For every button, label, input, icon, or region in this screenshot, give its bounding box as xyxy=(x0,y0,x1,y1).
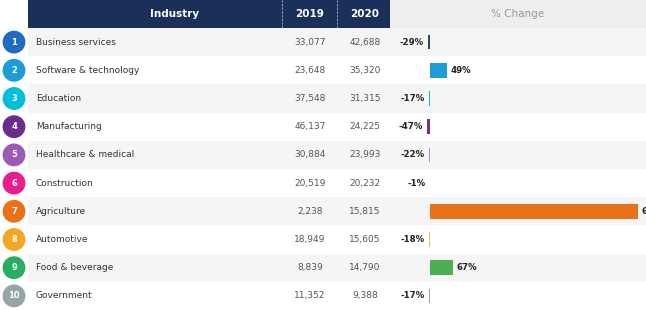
Text: 3: 3 xyxy=(11,94,17,103)
Circle shape xyxy=(3,229,25,250)
FancyBboxPatch shape xyxy=(28,141,390,169)
Text: -18%: -18% xyxy=(401,235,425,244)
Circle shape xyxy=(3,201,25,222)
Text: -1%: -1% xyxy=(408,179,426,188)
Text: 37,548: 37,548 xyxy=(295,94,326,103)
Text: -29%: -29% xyxy=(400,38,424,46)
FancyBboxPatch shape xyxy=(28,282,390,310)
Circle shape xyxy=(3,172,25,194)
Text: 8: 8 xyxy=(11,235,17,244)
Text: -22%: -22% xyxy=(401,150,424,159)
Text: % Change: % Change xyxy=(492,9,545,19)
FancyBboxPatch shape xyxy=(390,0,646,28)
Text: Business services: Business services xyxy=(36,38,116,46)
Text: 20,232: 20,232 xyxy=(349,179,380,188)
Text: -47%: -47% xyxy=(399,122,423,131)
Text: Construction: Construction xyxy=(36,179,94,188)
FancyBboxPatch shape xyxy=(430,260,453,275)
Text: Education: Education xyxy=(36,94,81,103)
FancyBboxPatch shape xyxy=(28,56,390,84)
Circle shape xyxy=(3,31,25,53)
FancyBboxPatch shape xyxy=(390,141,646,169)
Circle shape xyxy=(3,257,25,278)
Text: 24,225: 24,225 xyxy=(349,122,380,131)
Text: Agriculture: Agriculture xyxy=(36,207,86,216)
FancyBboxPatch shape xyxy=(28,0,390,28)
Text: 42,688: 42,688 xyxy=(349,38,380,46)
FancyBboxPatch shape xyxy=(390,225,646,254)
FancyBboxPatch shape xyxy=(28,113,390,141)
Text: 14,790: 14,790 xyxy=(349,263,380,272)
Circle shape xyxy=(3,285,25,307)
FancyBboxPatch shape xyxy=(390,254,646,282)
FancyBboxPatch shape xyxy=(28,197,390,225)
Text: 1: 1 xyxy=(11,38,17,46)
Text: Manufacturing: Manufacturing xyxy=(36,122,102,131)
FancyBboxPatch shape xyxy=(28,254,390,282)
Text: 9: 9 xyxy=(11,263,17,272)
FancyBboxPatch shape xyxy=(429,91,430,106)
Text: 8,839: 8,839 xyxy=(297,263,323,272)
Text: 49%: 49% xyxy=(451,66,472,75)
Text: 9,388: 9,388 xyxy=(352,291,378,300)
FancyBboxPatch shape xyxy=(427,119,430,134)
Text: 15,605: 15,605 xyxy=(349,235,380,244)
Text: 46,137: 46,137 xyxy=(295,122,326,131)
Text: 2: 2 xyxy=(11,66,17,75)
Text: 2019: 2019 xyxy=(296,9,324,19)
FancyBboxPatch shape xyxy=(28,84,390,113)
Circle shape xyxy=(3,144,25,166)
FancyBboxPatch shape xyxy=(28,28,390,56)
Text: 31,315: 31,315 xyxy=(349,94,380,103)
FancyBboxPatch shape xyxy=(429,232,430,247)
Text: Software & technology: Software & technology xyxy=(36,66,140,75)
FancyBboxPatch shape xyxy=(390,282,646,310)
Text: 5: 5 xyxy=(11,150,17,159)
Text: Automotive: Automotive xyxy=(36,235,89,244)
Text: Industry: Industry xyxy=(151,9,200,19)
Circle shape xyxy=(3,60,25,81)
FancyBboxPatch shape xyxy=(390,197,646,225)
Circle shape xyxy=(3,88,25,109)
FancyBboxPatch shape xyxy=(390,84,646,113)
Text: 23,648: 23,648 xyxy=(295,66,326,75)
Text: 15,815: 15,815 xyxy=(349,207,380,216)
Text: 2020: 2020 xyxy=(351,9,379,19)
Text: 33,077: 33,077 xyxy=(294,38,326,46)
Text: 11,352: 11,352 xyxy=(295,291,326,300)
FancyBboxPatch shape xyxy=(428,35,430,49)
FancyBboxPatch shape xyxy=(430,63,447,78)
FancyBboxPatch shape xyxy=(390,169,646,197)
Text: 6: 6 xyxy=(11,179,17,188)
FancyBboxPatch shape xyxy=(390,56,646,84)
Text: -17%: -17% xyxy=(401,94,425,103)
Text: 20,519: 20,519 xyxy=(295,179,326,188)
Text: 35,320: 35,320 xyxy=(349,66,380,75)
Text: 18,949: 18,949 xyxy=(295,235,326,244)
Text: 4: 4 xyxy=(11,122,17,131)
Text: 67%: 67% xyxy=(457,263,477,272)
Text: 2,238: 2,238 xyxy=(297,207,323,216)
Text: Food & beverage: Food & beverage xyxy=(36,263,114,272)
Text: -17%: -17% xyxy=(401,291,425,300)
Text: 7: 7 xyxy=(11,207,17,216)
Circle shape xyxy=(3,116,25,137)
Text: Healthcare & medical: Healthcare & medical xyxy=(36,150,134,159)
Text: 10: 10 xyxy=(8,291,20,300)
FancyBboxPatch shape xyxy=(428,148,430,162)
FancyBboxPatch shape xyxy=(390,113,646,141)
FancyBboxPatch shape xyxy=(28,225,390,254)
FancyBboxPatch shape xyxy=(28,169,390,197)
Text: 607%: 607% xyxy=(642,207,646,216)
FancyBboxPatch shape xyxy=(430,204,638,219)
Text: Government: Government xyxy=(36,291,92,300)
FancyBboxPatch shape xyxy=(390,28,646,56)
FancyBboxPatch shape xyxy=(429,289,430,303)
Text: 30,884: 30,884 xyxy=(295,150,326,159)
Text: 23,993: 23,993 xyxy=(349,150,380,159)
